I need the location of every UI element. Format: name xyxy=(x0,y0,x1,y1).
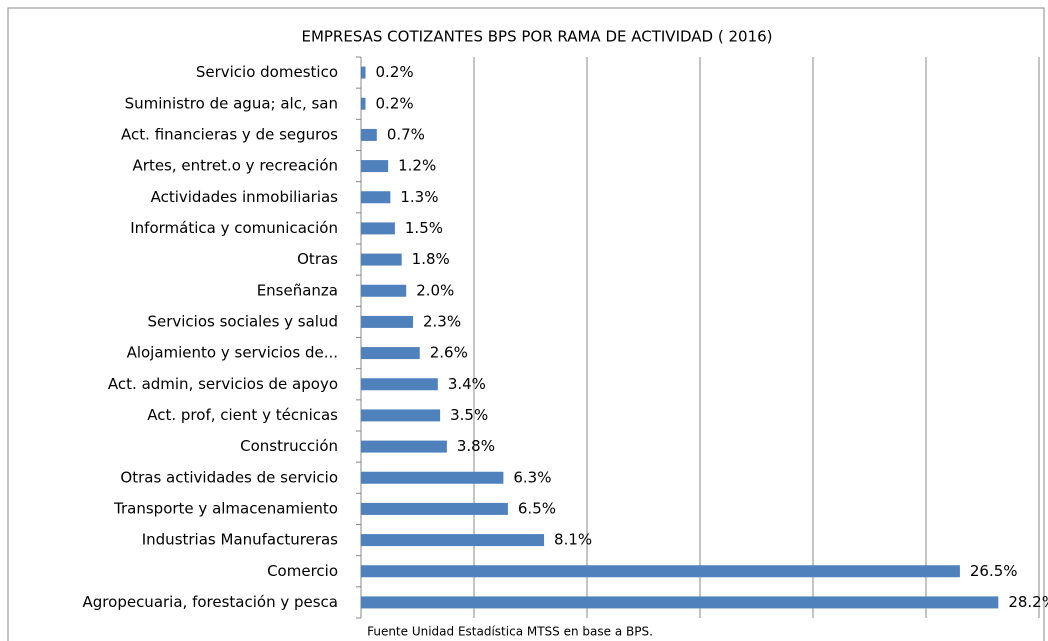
y-tick-label: Servicios sociales y salud xyxy=(147,312,338,330)
data-label: 6.5% xyxy=(518,499,556,517)
bar xyxy=(361,378,438,391)
bar xyxy=(361,253,402,266)
bar xyxy=(361,409,441,422)
bar xyxy=(361,596,999,609)
data-label: 6.3% xyxy=(513,468,551,486)
data-label: 3.4% xyxy=(448,375,486,393)
data-label: 0.2% xyxy=(376,94,414,112)
bar xyxy=(361,97,366,110)
y-tick-label: Otras xyxy=(297,250,338,268)
y-tick-label: Industrias Manufactureras xyxy=(142,531,338,549)
data-label: 28.2% xyxy=(1008,593,1048,611)
chart-border xyxy=(7,7,1045,641)
bar xyxy=(361,440,447,453)
bar xyxy=(361,565,960,578)
bar xyxy=(361,222,395,235)
y-tick-label: Alojamiento y servicios de... xyxy=(127,344,338,362)
y-tick-label: Actividades inmobiliarias xyxy=(151,188,339,206)
bar xyxy=(361,128,377,141)
y-tick-label: Otras actividades de servicio xyxy=(120,468,338,486)
y-tick-label: Artes, entret.o y recreación xyxy=(133,157,338,175)
bar xyxy=(361,191,391,204)
y-tick-label: Comercio xyxy=(267,562,338,580)
y-tick-label: Enseñanza xyxy=(257,281,338,299)
y-tick-label: Act. financieras y de seguros xyxy=(121,125,338,143)
y-tick-label: Servicio domestico xyxy=(196,63,338,81)
bar xyxy=(361,347,420,360)
bar xyxy=(361,534,545,547)
data-label: 1.5% xyxy=(405,219,443,237)
bar xyxy=(361,284,407,297)
source-note: Fuente Unidad Estadística MTSS en base a… xyxy=(367,625,653,639)
data-label: 1.8% xyxy=(412,250,450,268)
data-label: 3.8% xyxy=(457,437,495,455)
y-tick-label: Informática y comunicación xyxy=(130,219,338,237)
y-tick-label: Agropecuaria, forestación y pesca xyxy=(83,593,338,611)
data-label: 2.6% xyxy=(430,344,468,362)
bar xyxy=(361,315,413,328)
data-label: 0.7% xyxy=(387,125,425,143)
bar xyxy=(361,471,504,484)
y-tick-label: Suministro de agua; alc, san xyxy=(125,94,338,112)
data-label: 2.3% xyxy=(423,312,461,330)
bar xyxy=(361,502,508,515)
y-tick-label: Act. admin, servicios de apoyo xyxy=(108,375,338,393)
bar xyxy=(361,66,366,79)
data-label: 0.2% xyxy=(376,63,414,81)
y-tick-label: Transporte y almacenamiento xyxy=(113,499,338,517)
chart-title: EMPRESAS COTIZANTES BPS POR RAMA DE ACTI… xyxy=(301,28,772,46)
data-label: 3.5% xyxy=(450,406,488,424)
data-label: 2.0% xyxy=(416,281,454,299)
bar xyxy=(361,160,389,173)
y-tick-label: Construcción xyxy=(240,437,338,455)
y-tick-label: Act. prof, cient y técnicas xyxy=(147,406,338,424)
data-label: 1.2% xyxy=(398,157,436,175)
data-label: 1.3% xyxy=(400,188,438,206)
data-label: 26.5% xyxy=(970,562,1018,580)
data-label: 8.1% xyxy=(554,531,592,549)
